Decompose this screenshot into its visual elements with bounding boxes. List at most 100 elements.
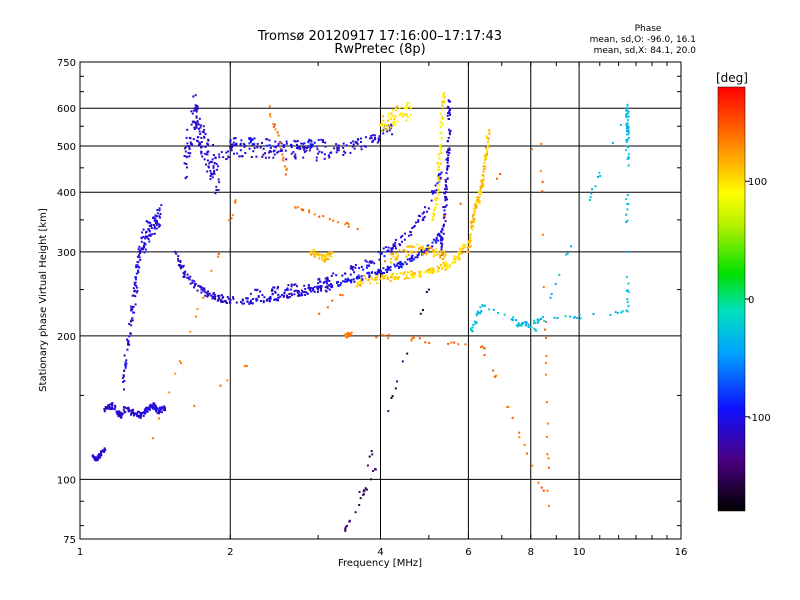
echo-point: [402, 249, 405, 251]
echo-point: [480, 346, 483, 349]
echo-point: [201, 155, 204, 158]
echo-point: [611, 141, 614, 144]
echo-point: [347, 333, 350, 336]
echo-point: [308, 149, 311, 152]
echo-point: [444, 260, 447, 263]
echo-point: [545, 355, 548, 358]
echo-point: [151, 405, 154, 408]
echo-point: [285, 142, 288, 145]
echo-point: [106, 406, 109, 409]
echo-point: [439, 250, 442, 253]
echo-point: [238, 155, 241, 158]
echo-point: [279, 295, 282, 298]
echo-point: [442, 216, 445, 219]
echo-point: [626, 194, 629, 197]
echo-point: [154, 217, 157, 220]
echo-point: [211, 173, 214, 176]
echo-point: [305, 291, 308, 294]
echo-point: [274, 291, 277, 294]
echo-point: [626, 130, 628, 132]
echo-point: [473, 320, 476, 323]
echo-point: [107, 404, 109, 407]
echo-point: [303, 146, 306, 149]
echo-point: [390, 276, 393, 278]
echo-point: [378, 270, 381, 273]
echo-point: [320, 289, 323, 292]
echo-point: [449, 129, 452, 132]
echo-point: [483, 161, 486, 164]
echo-point: [114, 404, 117, 407]
echo-point: [241, 302, 244, 305]
echo-point: [515, 324, 518, 327]
echo-point: [434, 184, 437, 187]
echo-point: [272, 156, 275, 159]
echo-point: [471, 326, 474, 329]
echo-point: [123, 354, 126, 357]
echo-point: [331, 252, 334, 255]
echo-point: [422, 218, 425, 221]
echo-point: [484, 304, 486, 307]
colorbar-tick-label: -100: [748, 413, 771, 424]
echo-point: [438, 267, 440, 269]
echo-point: [152, 224, 155, 226]
echo-point: [142, 415, 145, 417]
echo-point: [405, 250, 407, 253]
echo-point: [438, 253, 441, 256]
echo-point: [206, 159, 209, 162]
echo-point: [277, 293, 280, 296]
echo-point: [578, 313, 581, 316]
echo-point: [524, 321, 526, 324]
echo-point: [394, 247, 397, 250]
echo-point: [153, 225, 156, 228]
echo-point: [626, 119, 629, 122]
echo-point: [383, 334, 386, 337]
echo-point: [410, 270, 413, 273]
echo-point: [159, 407, 161, 410]
echo-point: [432, 250, 435, 253]
echo-point: [400, 236, 402, 239]
echo-point: [136, 255, 139, 258]
echo-point: [359, 284, 362, 287]
echo-point: [328, 156, 331, 159]
echo-point: [511, 318, 513, 321]
echo-point: [205, 291, 208, 294]
echo-point: [446, 161, 449, 164]
echo-point: [484, 154, 487, 157]
echo-point: [627, 110, 630, 113]
echo-point: [359, 279, 362, 282]
echo-point: [484, 146, 487, 149]
echo-point: [547, 457, 550, 460]
echo-point: [386, 127, 389, 130]
echo-point: [431, 245, 434, 248]
echo-point: [627, 129, 630, 132]
echo-point: [487, 146, 490, 149]
echo-point: [446, 157, 449, 159]
echo-point: [439, 177, 442, 180]
echo-point: [444, 179, 447, 182]
echo-point: [130, 324, 133, 327]
echo-point: [626, 298, 629, 301]
echo-point: [419, 272, 421, 275]
echo-point: [472, 217, 475, 220]
echo-point: [129, 332, 132, 335]
echo-point: [531, 464, 534, 467]
echo-point: [194, 94, 197, 97]
echo-point: [486, 150, 489, 153]
echo-point: [201, 130, 204, 133]
echo-point: [133, 413, 136, 416]
echo-point: [220, 151, 223, 154]
echo-point: [382, 132, 385, 135]
echo-point: [198, 117, 201, 120]
echo-point: [626, 301, 629, 303]
echo-point: [413, 276, 416, 279]
echo-point: [385, 274, 388, 277]
echo-point: [265, 144, 268, 147]
echo-point: [438, 184, 441, 187]
echo-point: [249, 300, 252, 303]
echo-point: [364, 145, 367, 148]
echo-point: [122, 374, 125, 377]
echo-point: [336, 282, 338, 284]
echo-point: [139, 259, 142, 261]
echo-point: [264, 156, 267, 159]
echo-point: [441, 115, 444, 118]
